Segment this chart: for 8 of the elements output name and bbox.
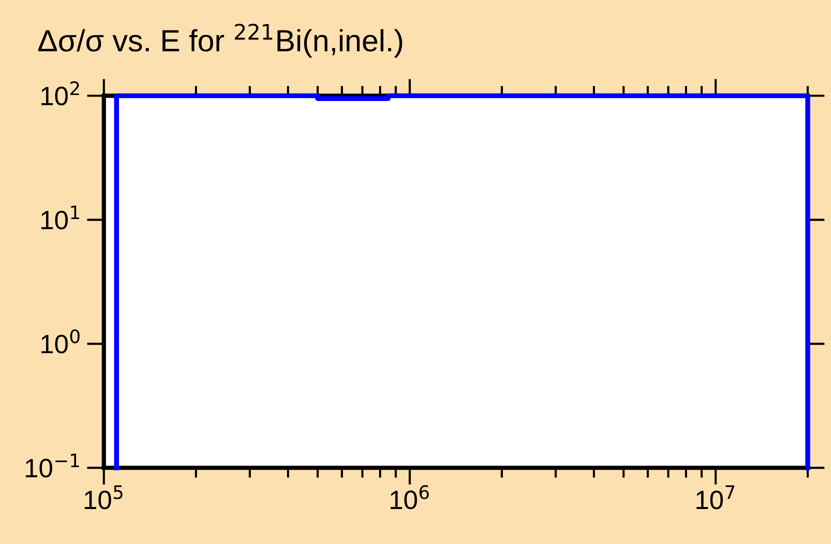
y-tick-label: 10$^{0}$ (41, 329, 80, 354)
y-tick-label: 10$^{2}$ (41, 81, 79, 106)
x-tick-label: 10$^{5}$ (84, 485, 123, 510)
y-tick-label: 10$^{−1}$ (26, 454, 79, 478)
x-tick-label: 10$^{6}$ (390, 485, 429, 510)
y-tick-label: 10$^{1}$ (41, 206, 80, 230)
x-tick-label: 10$^{7}$ (696, 485, 734, 510)
chart-title: Δσ/σ vs. E for $^{221}$Bi(n,inel.) (38, 24, 402, 58)
